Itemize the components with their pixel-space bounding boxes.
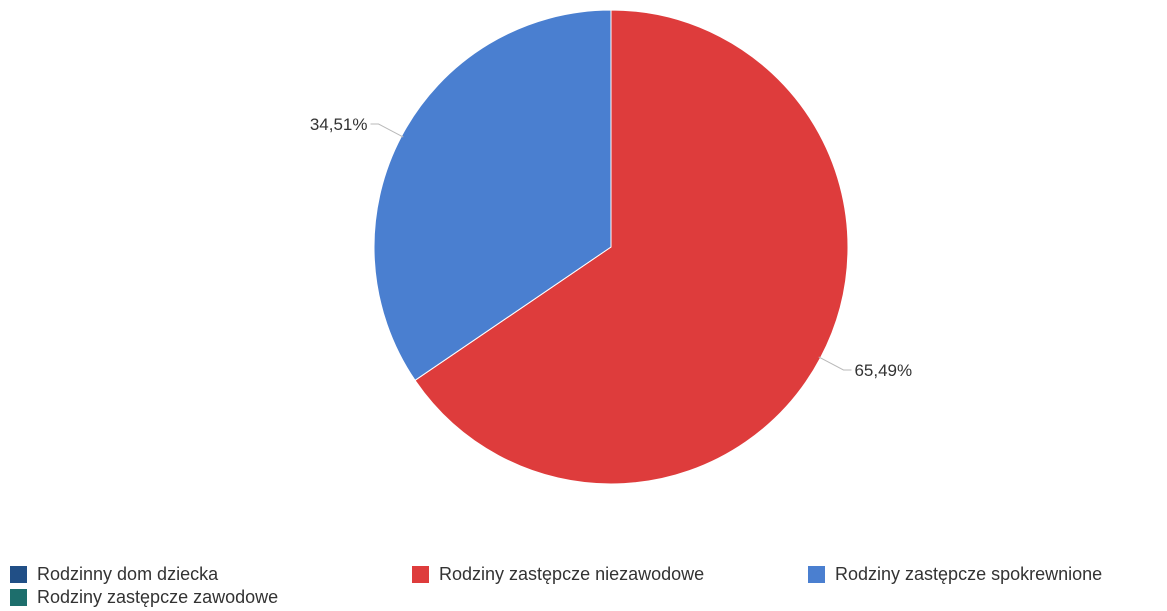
slice-leader-line [818, 356, 852, 371]
slice-percent-label: 65,49% [854, 361, 912, 380]
slice-percent-label: 34,51% [310, 115, 368, 134]
slice-leader-line [370, 123, 404, 138]
slice-labels: 65,49% 34,51% [310, 115, 912, 380]
pie-slices [373, 9, 849, 485]
